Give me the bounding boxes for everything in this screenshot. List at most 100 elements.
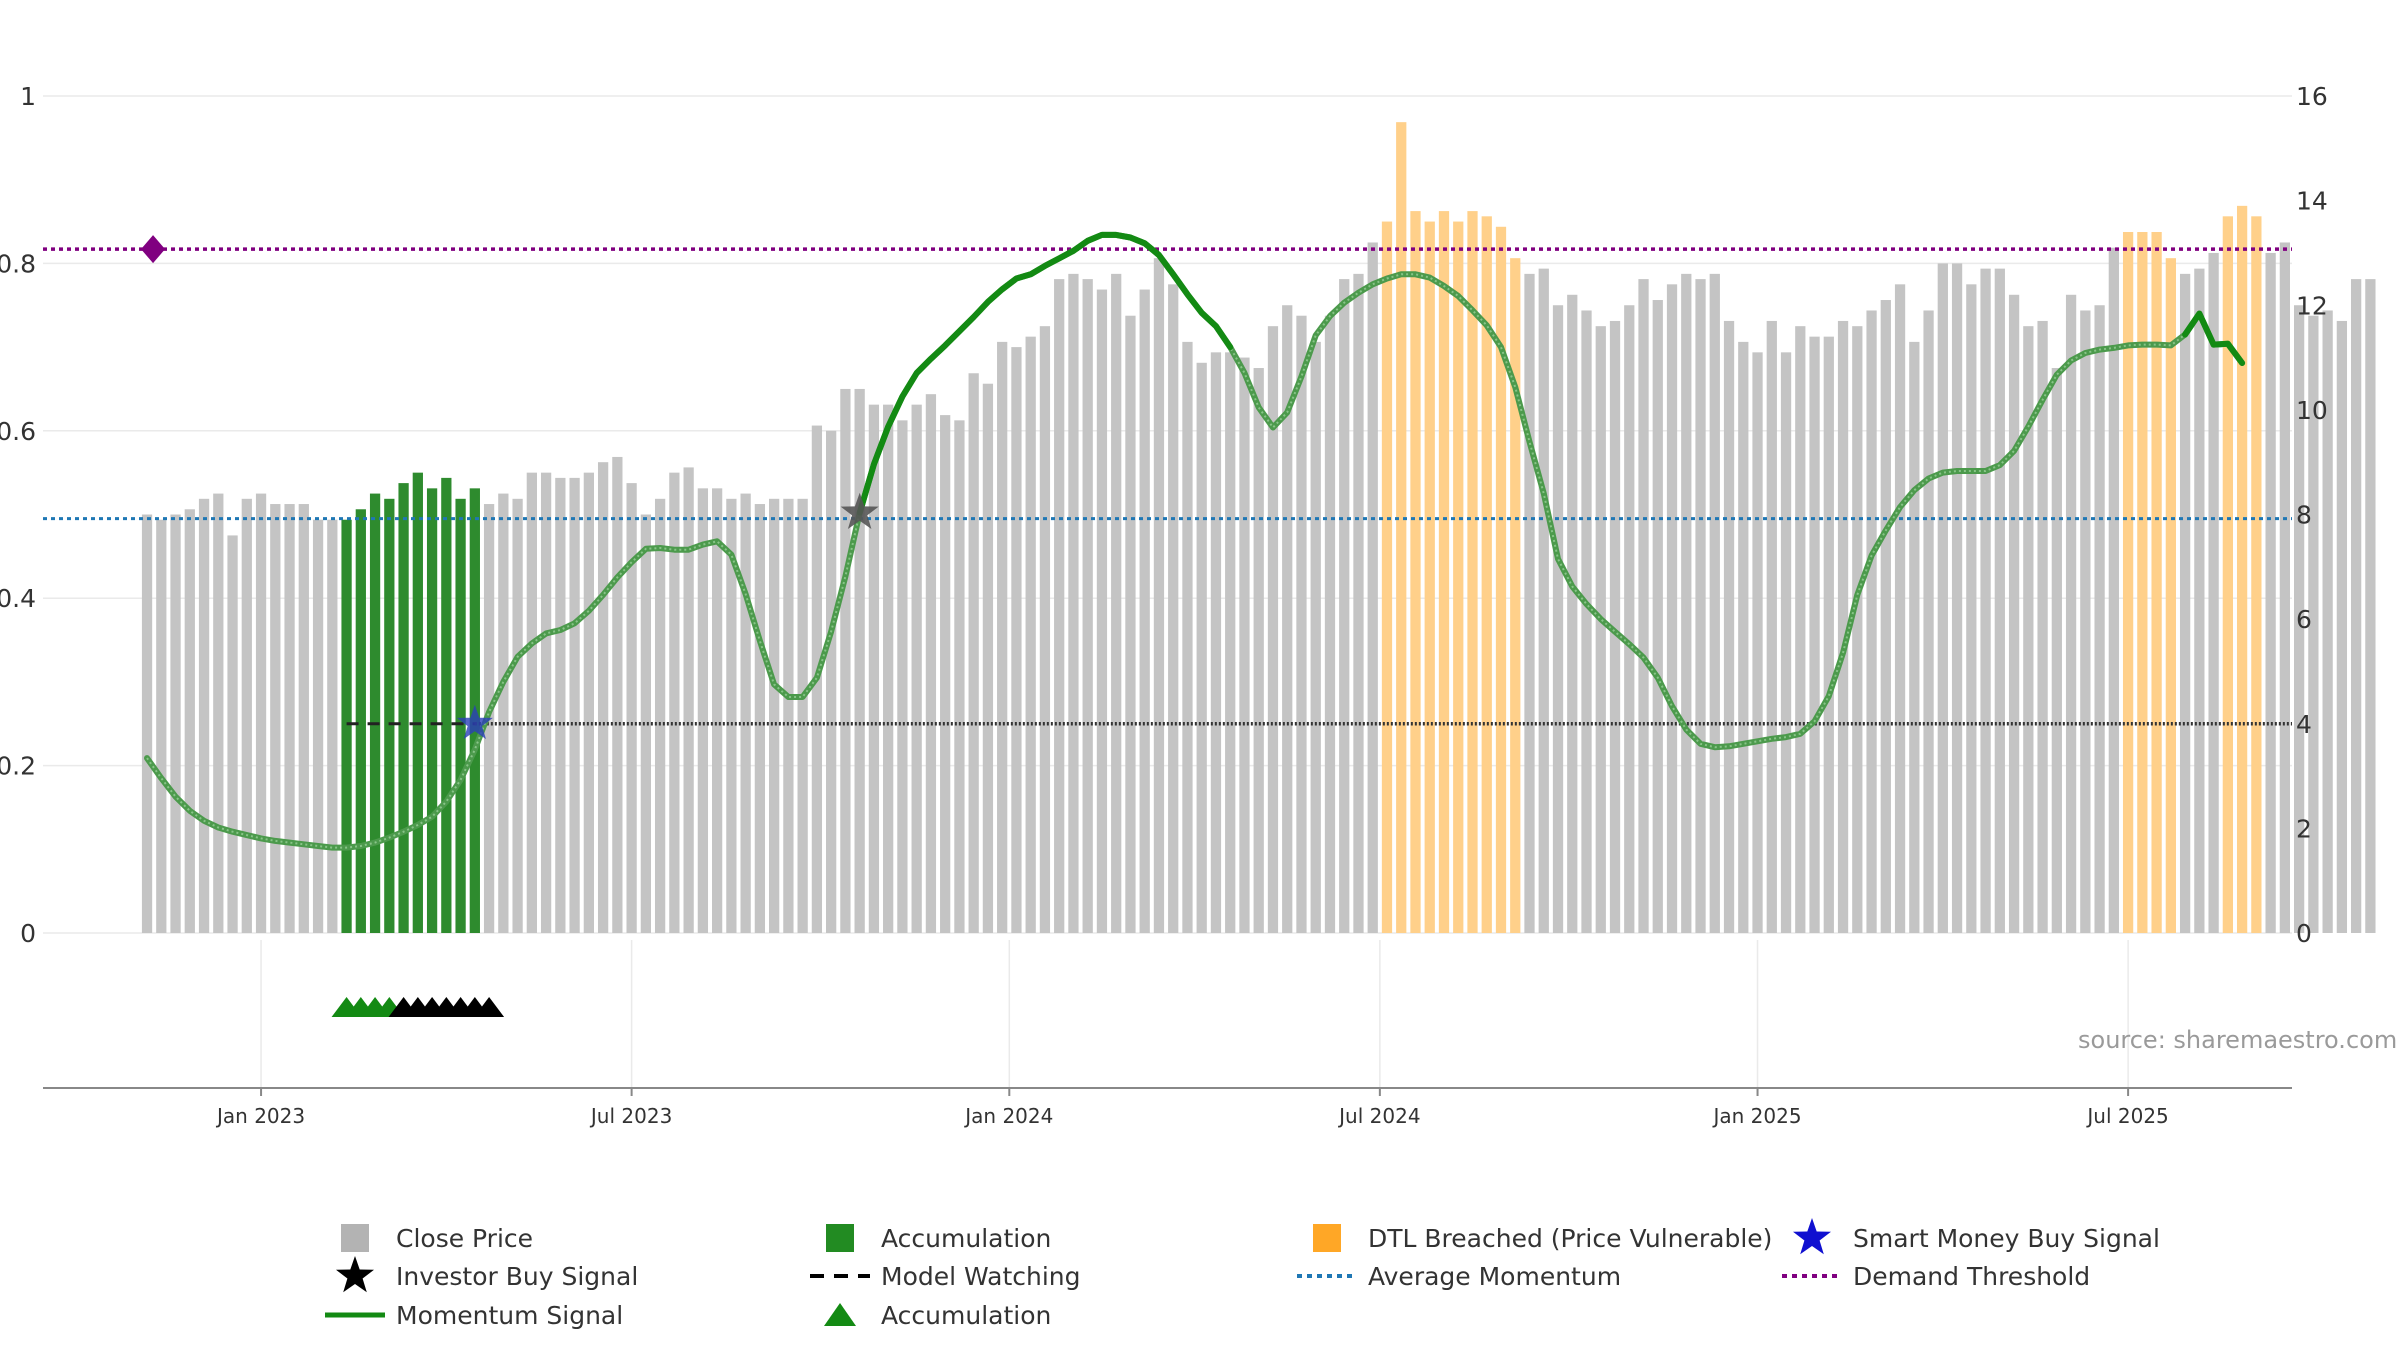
price-bar	[241, 498, 252, 933]
price-bar	[925, 394, 937, 933]
price-bar	[954, 420, 965, 933]
price-bar	[2251, 216, 2262, 934]
price-bar	[1666, 284, 1678, 933]
legend-star-icon	[1793, 1218, 1831, 1255]
right-axis-tick: 14	[2296, 187, 2328, 216]
price-bar	[854, 388, 865, 933]
price-bar	[1723, 320, 1735, 934]
legend-swatch	[1313, 1224, 1341, 1252]
price-bar	[982, 383, 994, 933]
price-bar	[2080, 310, 2091, 933]
price-bar	[227, 535, 238, 933]
price-bar	[2365, 279, 2376, 933]
price-bar	[1453, 221, 1464, 934]
price-bar	[1538, 268, 1549, 934]
price-bar	[1282, 305, 1293, 933]
momentum-signal-strong	[856, 231, 1234, 516]
price-bar	[797, 498, 808, 933]
price-bar	[911, 404, 922, 933]
price-bar	[1239, 357, 1250, 933]
price-bar	[1082, 279, 1093, 933]
signal-markers	[141, 235, 879, 1017]
right-axis-tick: 6	[2296, 605, 2312, 634]
price-bar	[1567, 294, 1578, 934]
legend-label: DTL Breached (Price Vulnerable)	[1368, 1224, 1772, 1253]
price-bar	[2179, 273, 2191, 933]
price-bar	[2051, 368, 2062, 933]
price-bar	[1695, 279, 1706, 933]
price-bar	[2122, 232, 2134, 933]
right-axis-tick: 12	[2296, 291, 2328, 320]
price-bar	[1852, 326, 1863, 933]
price-bar	[754, 504, 766, 933]
legend-item: Smart Money Buy Signal	[1793, 1218, 2160, 1255]
legend-item: Investor Buy Signal	[336, 1256, 638, 1293]
legend-label: Accumulation	[881, 1224, 1051, 1253]
right-axis-tick: 10	[2296, 396, 2328, 425]
price-bar	[2236, 205, 2248, 933]
price-bar	[1267, 326, 1279, 933]
price-bar	[1595, 326, 1606, 933]
price-bar	[198, 498, 210, 933]
price-bar	[1039, 326, 1051, 933]
price-bar	[1980, 268, 1991, 934]
left-axis-tick: 0.8	[0, 249, 36, 278]
price-bar	[540, 472, 552, 933]
price-bar	[1125, 315, 1136, 933]
price-bar	[1310, 341, 1321, 933]
price-bar	[2008, 294, 2020, 934]
legend-label: Smart Money Buy Signal	[1853, 1224, 2160, 1253]
momentum-signal-layer	[144, 231, 2246, 851]
reference-lines	[43, 247, 2292, 726]
price-bar	[583, 472, 594, 933]
left-axis-tick: 0	[20, 919, 36, 948]
price-bar	[968, 373, 979, 934]
price-bar	[1025, 336, 1036, 933]
watching-triangle	[474, 997, 505, 1017]
price-bar	[1168, 284, 1179, 933]
price-bar	[1780, 352, 1792, 933]
legend-item: Accumulation	[824, 1301, 1051, 1330]
price-bar	[1738, 341, 1749, 933]
price-bar	[2322, 310, 2333, 933]
price-bar	[1225, 352, 1236, 933]
price-bar	[1381, 221, 1393, 934]
price-bar	[740, 493, 751, 933]
x-axis-tick: Jul 2024	[1337, 1104, 1420, 1128]
price-bar	[1766, 320, 1777, 934]
price-bar	[312, 519, 324, 933]
price-bar	[1438, 211, 1450, 933]
price-bar	[769, 498, 780, 933]
price-bar	[1096, 289, 1108, 933]
price-bar	[1296, 315, 1307, 933]
price-bar	[711, 488, 723, 933]
price-bar	[626, 483, 637, 933]
price-bar	[498, 493, 509, 933]
price-bar	[1210, 352, 1222, 933]
price-bar	[654, 498, 666, 933]
price-bar	[1467, 211, 1478, 933]
price-bar	[1011, 347, 1022, 934]
price-bar	[569, 477, 580, 933]
price-bar	[156, 519, 167, 933]
right-axis-tick: 4	[2296, 710, 2312, 739]
price-bar	[555, 477, 566, 933]
price-bar	[441, 477, 452, 933]
price-bar	[1396, 122, 1407, 933]
legend-label: Model Watching	[881, 1262, 1081, 1291]
price-bar	[1923, 310, 1934, 933]
smart-money-buy-signal-star	[456, 704, 493, 740]
price-bar	[1139, 289, 1150, 933]
close-price-bars	[141, 122, 2376, 934]
price-bar	[1196, 362, 1207, 933]
price-bar	[284, 504, 295, 933]
price-bar	[1994, 268, 2005, 934]
price-bar	[2165, 258, 2176, 933]
price-bar	[940, 415, 951, 933]
price-bar	[1111, 273, 1122, 933]
price-bar	[526, 472, 537, 933]
price-bar	[726, 498, 737, 933]
price-bar	[1909, 341, 1920, 933]
price-bar	[2336, 320, 2348, 934]
